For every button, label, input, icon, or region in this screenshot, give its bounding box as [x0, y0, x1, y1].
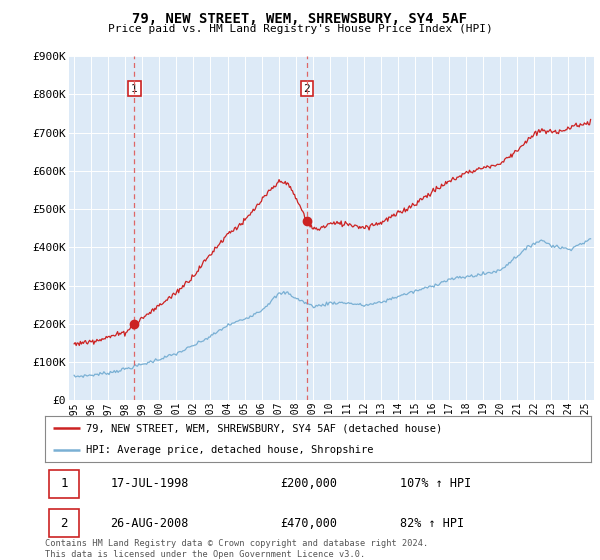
Text: 17-JUL-1998: 17-JUL-1998: [110, 477, 189, 491]
Text: 1: 1: [131, 83, 138, 94]
Text: 107% ↑ HPI: 107% ↑ HPI: [400, 477, 471, 491]
Text: 26-AUG-2008: 26-AUG-2008: [110, 516, 189, 530]
Text: £200,000: £200,000: [280, 477, 337, 491]
Text: £470,000: £470,000: [280, 516, 337, 530]
Text: HPI: Average price, detached house, Shropshire: HPI: Average price, detached house, Shro…: [86, 445, 373, 455]
Text: Price paid vs. HM Land Registry's House Price Index (HPI): Price paid vs. HM Land Registry's House …: [107, 24, 493, 34]
Text: 1: 1: [61, 477, 68, 491]
Text: 79, NEW STREET, WEM, SHREWSBURY, SY4 5AF: 79, NEW STREET, WEM, SHREWSBURY, SY4 5AF: [133, 12, 467, 26]
Text: 2: 2: [61, 516, 68, 530]
Text: 82% ↑ HPI: 82% ↑ HPI: [400, 516, 464, 530]
Text: 2: 2: [304, 83, 310, 94]
Text: Contains HM Land Registry data © Crown copyright and database right 2024.
This d: Contains HM Land Registry data © Crown c…: [45, 539, 428, 559]
FancyBboxPatch shape: [49, 509, 79, 537]
Text: 79, NEW STREET, WEM, SHREWSBURY, SY4 5AF (detached house): 79, NEW STREET, WEM, SHREWSBURY, SY4 5AF…: [86, 423, 442, 433]
FancyBboxPatch shape: [49, 470, 79, 498]
